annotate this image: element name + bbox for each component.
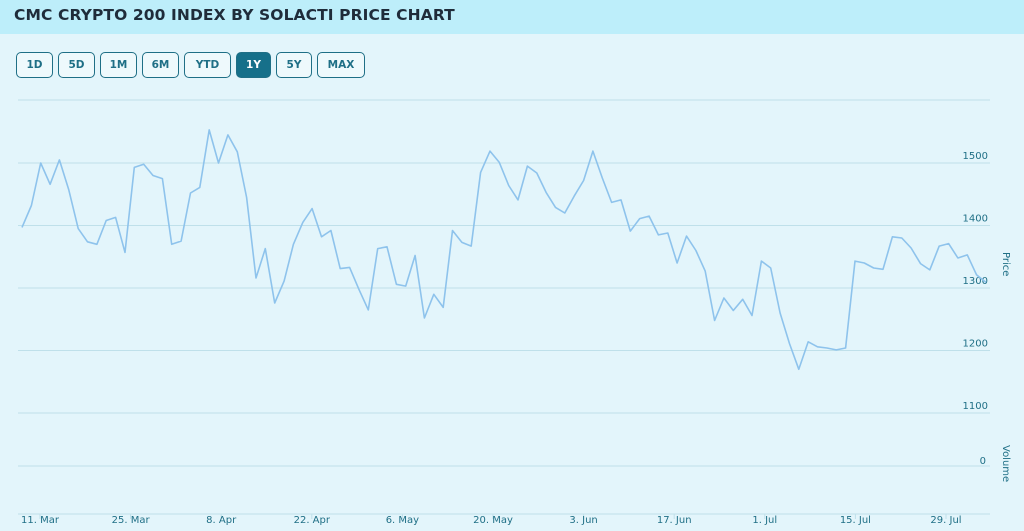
y-tick-label: 1500 bbox=[963, 151, 988, 162]
x-tick-label: 29. Jul bbox=[930, 515, 961, 526]
x-tick-label: 1. Jul bbox=[752, 515, 777, 526]
x-tick-label: 22. Apr bbox=[294, 515, 331, 526]
range-button-1m[interactable]: 1M bbox=[100, 52, 137, 78]
x-axis: 11. Mar 25. Mar 8. Apr 22. Apr 6. May 20. May… bbox=[21, 514, 962, 526]
grid-lines bbox=[18, 99, 990, 515]
x-tick-label: 11. Mar bbox=[21, 515, 60, 526]
y-tick-label: 1300 bbox=[963, 276, 988, 287]
x-tick-label: 15. Jul bbox=[840, 515, 871, 526]
range-button-1d[interactable]: 1D bbox=[16, 52, 53, 78]
x-tick-label: 8. Apr bbox=[206, 515, 237, 526]
range-button-ytd[interactable]: YTD bbox=[184, 52, 231, 78]
y-tick-label: 1100 bbox=[963, 401, 988, 412]
chart-header: CMC CRYPTO 200 INDEX BY SOLACTI PRICE CH… bbox=[0, 0, 1024, 34]
y-tick-label: 1400 bbox=[963, 214, 988, 225]
x-tick-label: 25. Mar bbox=[112, 515, 151, 526]
x-tick-label: 3. Jun bbox=[569, 515, 597, 526]
y-tick-label: 1200 bbox=[963, 339, 988, 350]
y-axis-title: Price bbox=[1000, 252, 1011, 276]
range-button-5d[interactable]: 5D bbox=[58, 52, 95, 78]
x-tick-label: 17. Jun bbox=[657, 515, 692, 526]
price-line bbox=[21, 129, 987, 371]
y-axis: 1100 1200 1300 1400 1500 bbox=[963, 151, 988, 412]
volume-axis-title: Volume bbox=[1000, 445, 1011, 482]
volume-tick-label: 0 bbox=[980, 456, 986, 467]
range-button-6m[interactable]: 6M bbox=[142, 52, 179, 78]
range-button-max[interactable]: MAX bbox=[317, 52, 365, 78]
x-tick-label: 6. May bbox=[386, 515, 419, 526]
x-tick-label: 20. May bbox=[473, 515, 513, 526]
chart-title: CMC CRYPTO 200 INDEX BY SOLACTI PRICE CH… bbox=[14, 6, 455, 24]
range-button-5y[interactable]: 5Y bbox=[276, 52, 312, 78]
range-button-1y[interactable]: 1Y bbox=[236, 52, 271, 78]
